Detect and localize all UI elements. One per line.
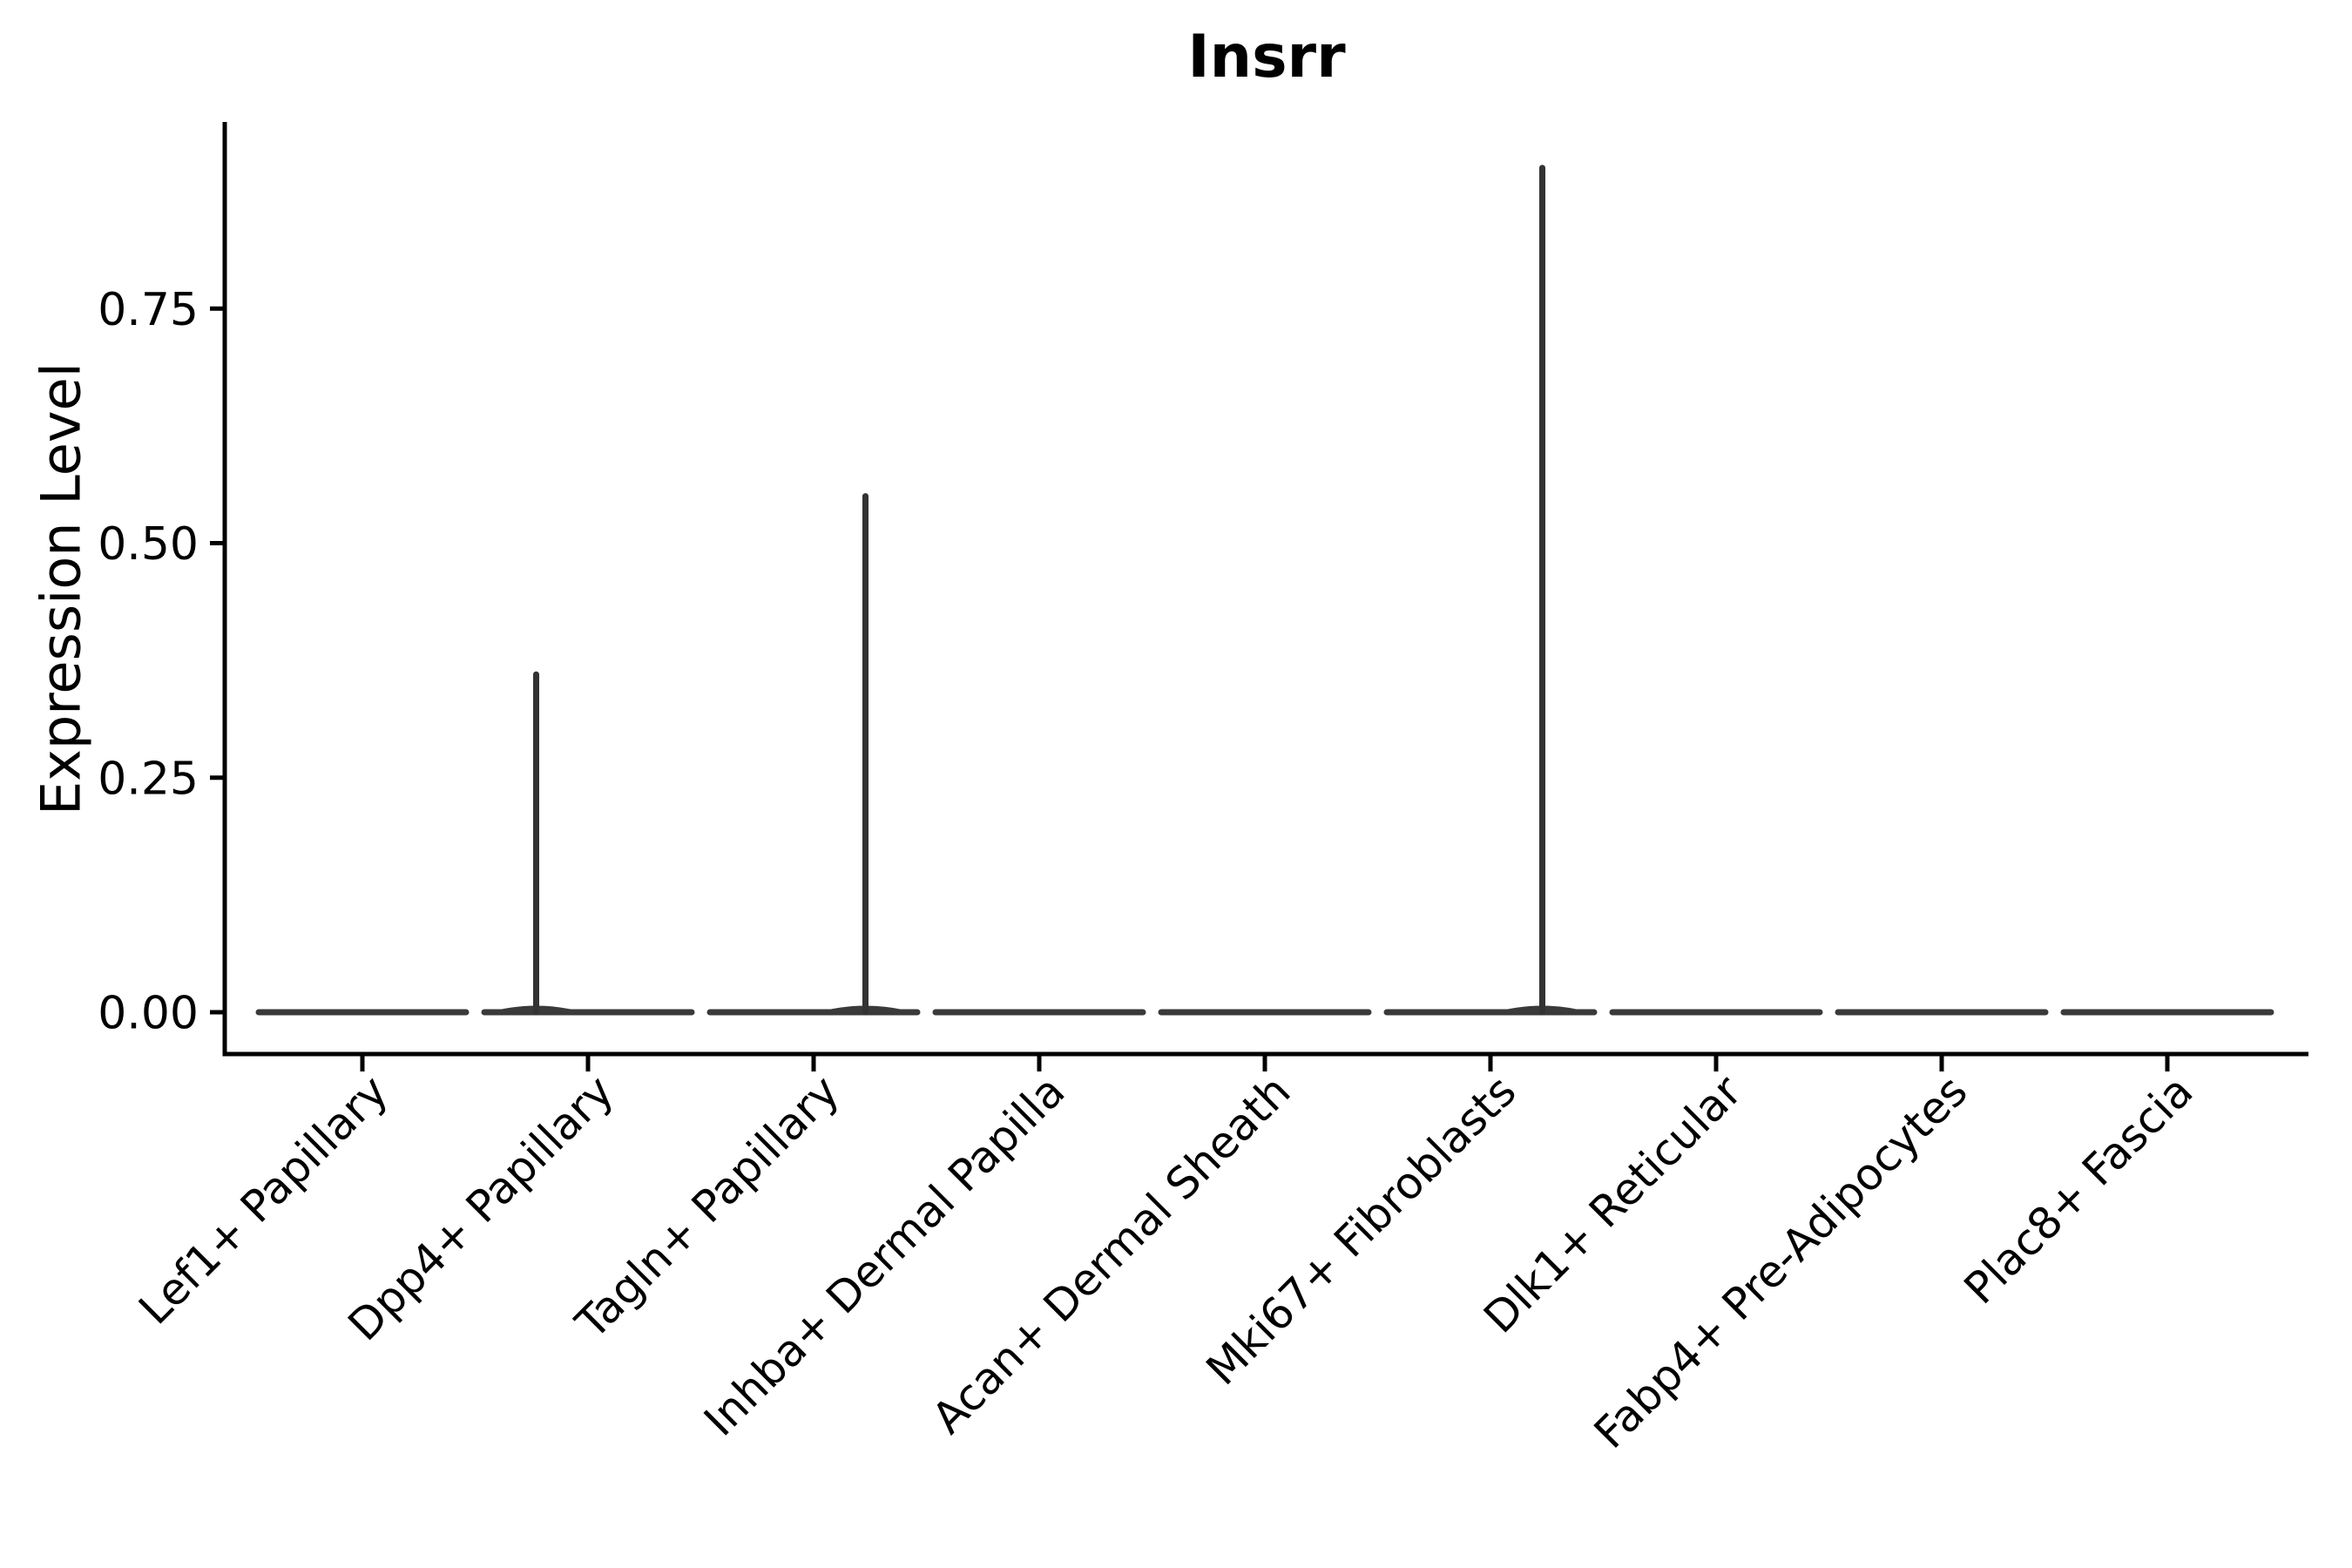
y-tick-label: 0.50	[98, 518, 199, 571]
y-tick-label: 0.25	[98, 753, 199, 805]
x-tick-label: Lef1+ Papillary	[129, 1065, 397, 1334]
chart-title: Insrr	[1187, 23, 1346, 91]
x-tick-label: Acan+ Dermal Sheath	[923, 1065, 1301, 1443]
x-tick-label: Plac8+ Fascia	[1955, 1065, 2203, 1314]
y-tick-label: 0.00	[98, 988, 199, 1040]
y-tick-label: 0.75	[98, 284, 199, 336]
x-tick-label: Fabp4+ Pre-Adipocytes	[1585, 1065, 1977, 1458]
x-tick-label: Inhba+ Dermal Papilla	[694, 1065, 1074, 1445]
